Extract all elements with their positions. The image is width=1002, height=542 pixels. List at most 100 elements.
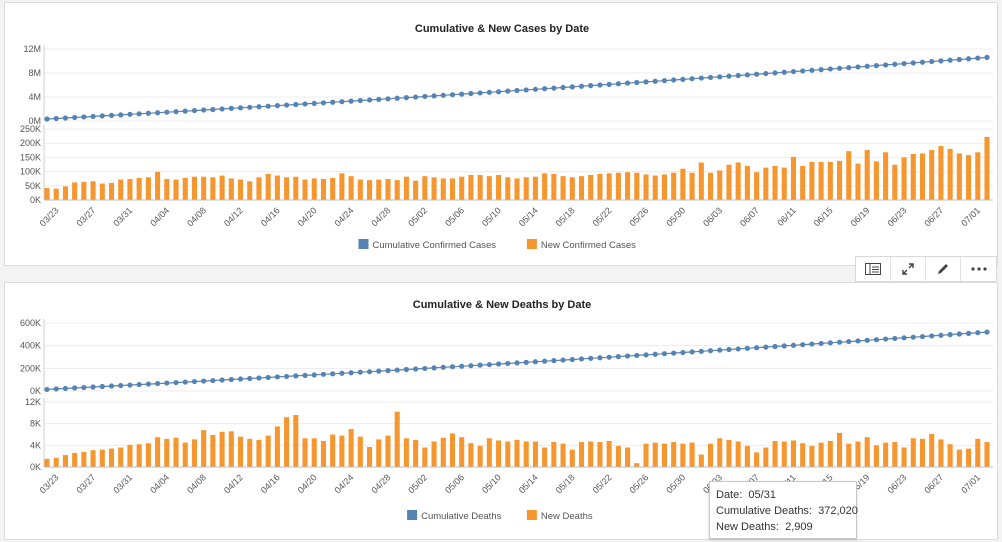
new-bar	[966, 448, 972, 467]
cumulative-point	[422, 93, 428, 100]
cumulative-point	[781, 69, 787, 75]
new-bar	[293, 415, 299, 467]
cumulative-point	[864, 63, 870, 69]
cumulative-point	[118, 112, 124, 118]
cumulative-point	[671, 350, 677, 356]
cumulative-point	[938, 58, 944, 64]
x-tick-label: 04/28	[369, 205, 392, 228]
new-bar	[118, 179, 124, 200]
new-bar	[459, 176, 465, 200]
new-bar	[191, 439, 197, 467]
cumulative-point	[366, 97, 373, 103]
table-view-icon	[865, 263, 881, 275]
legend-swatch	[526, 510, 537, 520]
top-y-tick-label: 600K	[20, 318, 41, 328]
cumulative-point	[910, 334, 916, 340]
new-bar	[468, 175, 474, 200]
cumulative-point	[403, 95, 410, 101]
new-bar	[643, 174, 649, 200]
x-tick-label: 04/04	[148, 205, 171, 228]
new-bar	[155, 171, 161, 200]
new-bar	[864, 150, 870, 200]
cumulative-point	[53, 386, 59, 392]
cumulative-point	[551, 358, 557, 364]
new-bar	[496, 440, 502, 467]
tooltip-date-value: 05/31	[748, 489, 776, 501]
x-tick-label: 05/18	[554, 472, 577, 495]
new-bar	[837, 432, 843, 467]
cumulative-point	[569, 356, 575, 363]
new-bar	[800, 165, 806, 200]
new-bar	[790, 156, 797, 200]
x-tick-label: 06/15	[812, 205, 835, 228]
new-bar	[320, 178, 327, 200]
new-bar	[551, 442, 557, 467]
new-bar	[118, 447, 124, 467]
expand-button[interactable]	[891, 257, 926, 281]
new-bar	[274, 426, 280, 467]
x-tick-label: 05/06	[443, 205, 466, 228]
new-bar	[625, 447, 631, 467]
new-bar	[744, 445, 750, 467]
x-tick-label: 07/01	[959, 205, 982, 228]
new-bar	[284, 417, 290, 467]
cumulative-point	[984, 54, 990, 61]
x-tick-label: 05/02	[406, 205, 429, 228]
new-bar	[818, 161, 824, 200]
cumulative-point	[855, 338, 861, 344]
cumulative-point	[560, 357, 566, 363]
new-bar	[938, 146, 944, 200]
cumulative-point	[247, 104, 253, 110]
x-tick-label: 05/30	[664, 205, 687, 228]
table-view-button[interactable]	[856, 257, 891, 281]
new-bar	[376, 179, 382, 200]
x-tick-label: 05/10	[480, 472, 503, 495]
legend-swatch	[526, 239, 537, 249]
cumulative-point	[514, 360, 520, 366]
x-tick-label: 03/23	[38, 205, 61, 228]
new-bar	[671, 442, 677, 467]
new-bar	[781, 167, 787, 200]
new-bar	[108, 182, 115, 200]
new-bar	[219, 175, 225, 200]
cumulative-point	[892, 61, 898, 67]
cumulative-point	[136, 111, 142, 117]
cumulative-point	[164, 109, 170, 115]
new-bar	[855, 441, 861, 467]
new-bar	[919, 438, 926, 467]
cumulative-point	[486, 89, 492, 95]
cumulative-point	[754, 345, 760, 351]
cumulative-point	[726, 73, 732, 79]
new-bar	[652, 175, 658, 200]
new-bar	[486, 438, 492, 467]
new-bar	[348, 429, 354, 467]
tooltip-date-row: Date: 05/31	[716, 487, 850, 503]
cumulative-point	[311, 372, 317, 378]
new-bar	[680, 168, 686, 200]
new-bar	[938, 439, 944, 467]
cumulative-point	[901, 335, 907, 341]
edit-button[interactable]	[926, 257, 961, 281]
new-bar	[339, 173, 345, 200]
cumulative-point	[717, 74, 723, 80]
new-bar	[265, 435, 271, 467]
new-bar	[127, 444, 133, 467]
cumulative-point	[339, 370, 345, 376]
new-bar	[744, 165, 750, 200]
cumulative-point	[846, 65, 852, 71]
new-bar	[62, 186, 68, 200]
new-bar	[173, 437, 179, 467]
new-bar	[523, 441, 529, 467]
tooltip-cumulative-label: Cumulative Deaths:	[716, 505, 812, 517]
more-options-button[interactable]	[961, 257, 996, 281]
new-bar	[569, 177, 575, 200]
cumulative-point	[827, 340, 833, 346]
new-bar	[182, 442, 188, 467]
cumulative-point	[495, 89, 502, 95]
cumulative-point	[532, 86, 539, 92]
new-bar	[413, 439, 419, 467]
cumulative-point	[606, 81, 612, 87]
legend-entry: New Deaths	[541, 511, 593, 522]
cumulative-point	[90, 113, 96, 120]
cumulative-point	[523, 87, 529, 93]
